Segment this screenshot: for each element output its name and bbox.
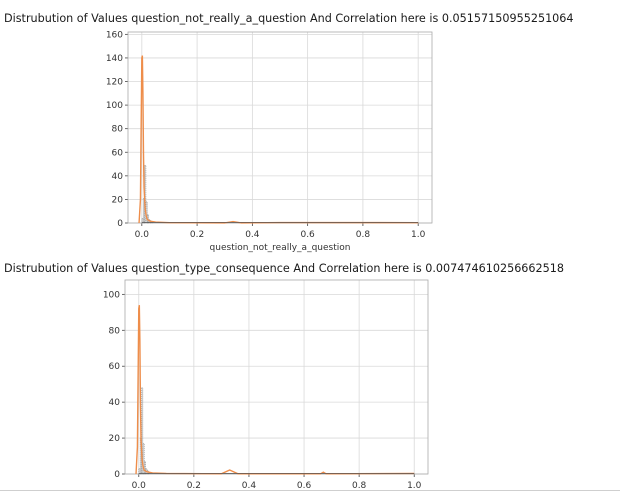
- chart-1-y-tick-label: 120: [106, 78, 123, 88]
- chart-2-y-tick-label: 80: [109, 326, 121, 336]
- chart-2-x-tick-label: 0.2: [187, 481, 201, 491]
- chart-1-hist-bar: [141, 218, 144, 224]
- chart-1-plot: 0.0 0.2 0.4 0.6 0.8 1.0 0 20 40 60 80 100 120 140 160 q…: [106, 30, 433, 253]
- bottom-divider: [0, 490, 620, 491]
- chart-2-x-tick-label: 0.8: [352, 481, 367, 491]
- chart-1-hist-bar: [144, 164, 147, 224]
- chart-2-y-tick-label: 20: [109, 434, 121, 444]
- chart-1-y-tick-label: 20: [112, 195, 124, 205]
- chart-1-x-tick-label: 0.6: [300, 230, 315, 240]
- chart-1-x-tick-label: 0.4: [245, 230, 260, 240]
- chart-1-y-tick-label: 60: [112, 148, 124, 158]
- chart-2-y-tick-label: 100: [103, 290, 120, 300]
- chart-1-x-tick-label: 0.0: [135, 230, 150, 240]
- chart-2-kde-curve: [135, 305, 415, 475]
- chart-1-y-tick-label: 140: [106, 54, 123, 64]
- chart-2-plot-frame: [124, 279, 429, 475]
- chart-2-x-tick-label: 0.4: [242, 481, 257, 491]
- chart-1-title: Distrubution of Values question_not_real…: [4, 12, 574, 25]
- chart-2-y-tick-label: 60: [109, 362, 121, 372]
- chart-1-y-tick-label: 0: [117, 219, 123, 229]
- chart-1-y-tick-label: 40: [112, 172, 124, 182]
- chart-2-hist-bar: [144, 461, 146, 475]
- chart-2-plot: 0.0 0.2 0.4 0.6 0.8 1.0 0 20 40 60 80 100: [103, 279, 429, 491]
- chart-1-x-tick-label: 0.2: [190, 230, 204, 240]
- chart-2-hist-bar: [142, 443, 145, 475]
- chart-2-y-tick-label: 40: [109, 398, 121, 408]
- chart-2-x-tick-label: 0.0: [132, 481, 147, 491]
- chart-2-title: Distrubution of Values question_type_con…: [4, 262, 565, 275]
- chart-2-y-tick-label: 0: [114, 470, 120, 480]
- chart-1-y-tick-label: 160: [106, 30, 123, 40]
- chart-2-x-tick-label: 0.6: [297, 481, 312, 491]
- chart-1-x-tick-label: 0.8: [356, 230, 371, 240]
- chart-2-x-tick-label: 1.0: [407, 481, 422, 491]
- chart-1-x-tick-label: 1.0: [411, 230, 426, 240]
- chart-1-y-tick-label: 100: [106, 101, 123, 111]
- chart-1-kde-curve: [138, 55, 419, 224]
- chart-1-x-axis-label: question_not_really_a_question: [210, 243, 351, 253]
- chart-1-y-tick-label: 80: [112, 125, 124, 135]
- chart-1-hist-bar: [147, 214, 149, 224]
- chart-1-plot-frame: [127, 31, 433, 224]
